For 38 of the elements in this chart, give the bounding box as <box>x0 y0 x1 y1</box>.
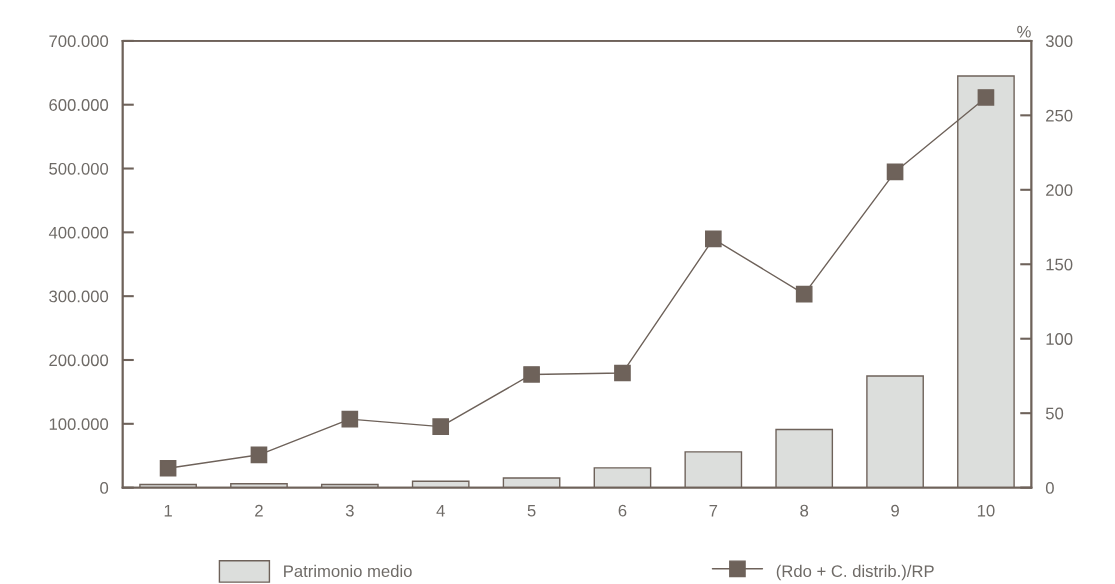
x-tick-label: 8 <box>800 504 809 517</box>
y2-tick-label: 0 <box>1045 482 1054 494</box>
y-tick-label: 0 <box>100 482 109 494</box>
y2-tick-label: 150 <box>1046 258 1073 271</box>
x-tick-label: 7 <box>709 504 718 517</box>
x-tick-label: 3 <box>345 504 354 517</box>
point <box>523 366 540 383</box>
x-tick-label: 10 <box>977 504 995 517</box>
y2-axis-title: % <box>1017 25 1031 38</box>
legend-label: (Rdo + C. distrib.)/RP <box>776 564 934 581</box>
y-tick-label: 600.000 <box>49 99 109 111</box>
x-tick-label: 4 <box>436 504 445 517</box>
point <box>614 364 631 382</box>
point <box>977 89 995 106</box>
point <box>250 446 268 464</box>
point <box>704 230 722 248</box>
point <box>795 285 813 303</box>
y2-tick-label: 300 <box>1045 35 1073 48</box>
point <box>341 410 359 428</box>
y2-tick-label: 50 <box>1045 407 1064 420</box>
y-tick-label: 700.000 <box>49 35 109 48</box>
y-tick-label: 200.000 <box>49 354 109 367</box>
x-tick-label: 2 <box>255 504 263 517</box>
x-tick-label: 9 <box>891 504 899 517</box>
x-tick-label: 5 <box>527 504 536 517</box>
point <box>159 459 177 477</box>
y-tick-label: 400.000 <box>48 226 109 239</box>
x-tick-label: 1 <box>164 504 172 517</box>
point <box>432 418 450 435</box>
x-tick-label: 6 <box>618 504 627 517</box>
y2-tick-label: 250 <box>1046 109 1073 122</box>
y2-tick-label: 200 <box>1046 184 1073 196</box>
y2-tick-label: 100 <box>1046 333 1073 345</box>
y-tick-label: 100.000 <box>49 418 109 431</box>
y-tick-label: 300.000 <box>49 290 109 303</box>
point <box>886 163 904 181</box>
y-tick-label: 500.000 <box>49 162 109 175</box>
legend-label: Patrimonio medio <box>284 564 412 578</box>
